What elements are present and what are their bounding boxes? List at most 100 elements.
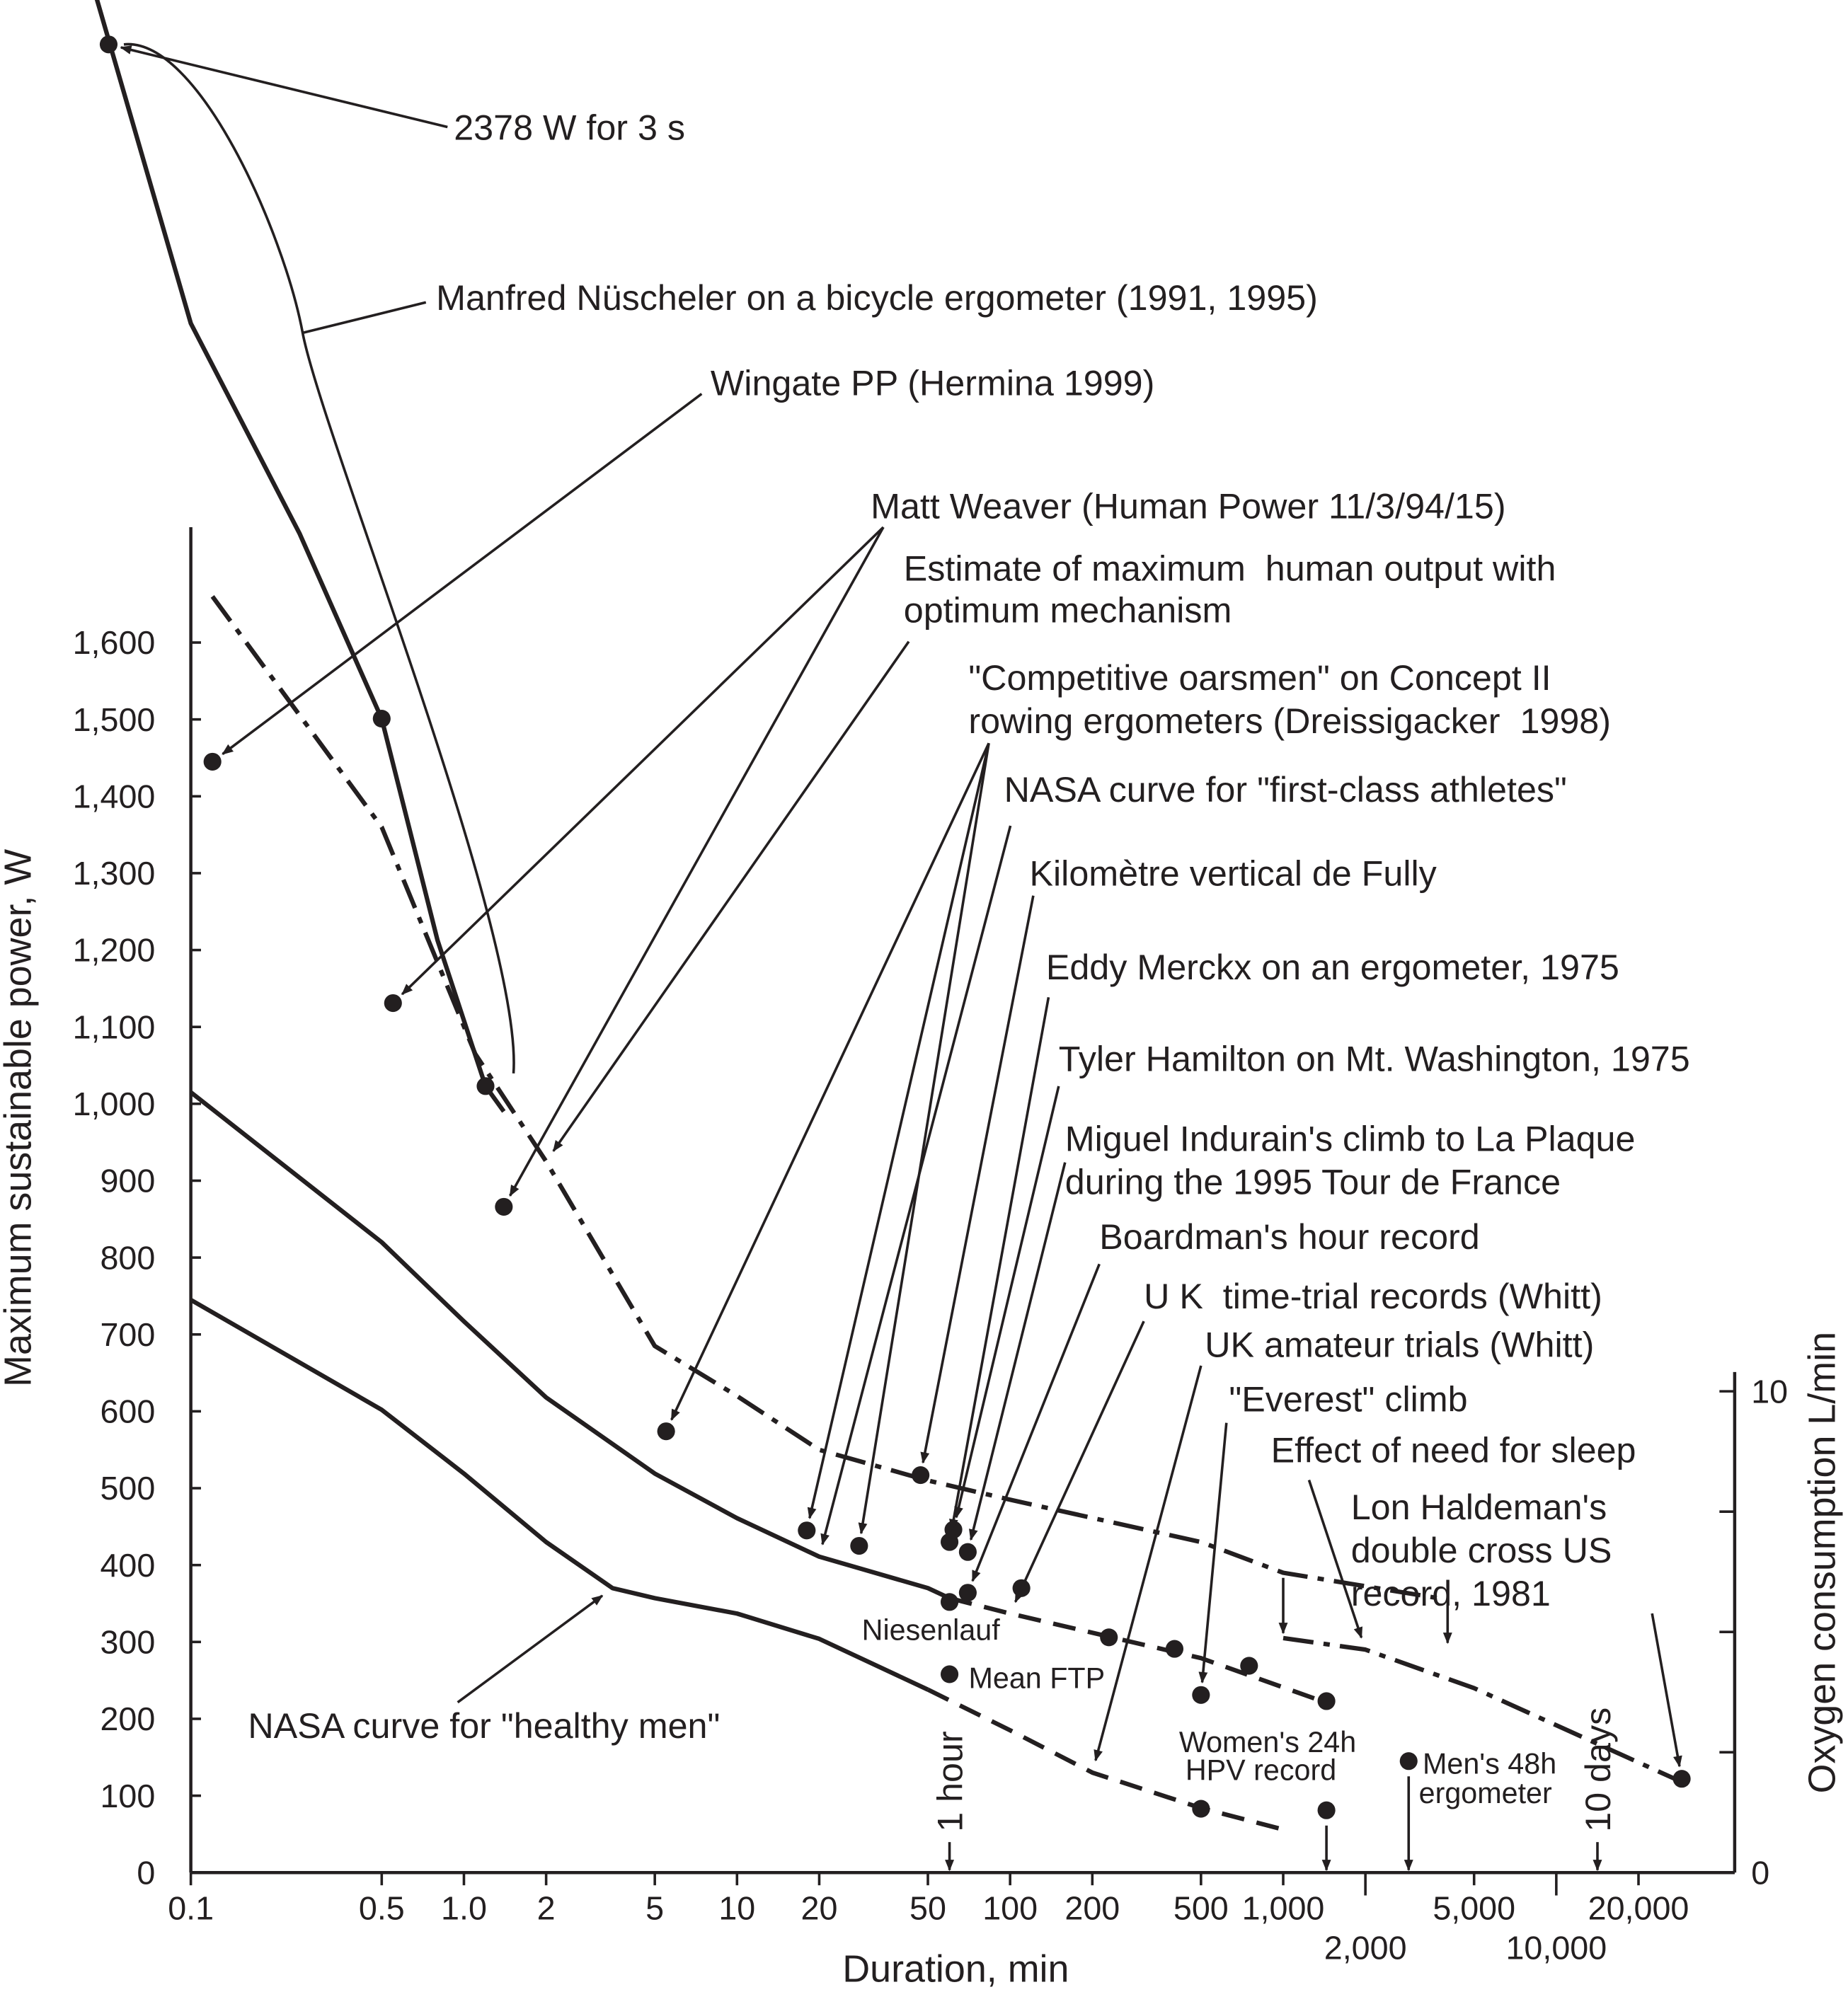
- brace-leader: [302, 301, 427, 335]
- annotation: optimum mechanism: [904, 591, 1232, 631]
- arrow: [858, 742, 990, 1535]
- data-point: [384, 994, 402, 1013]
- y-tick-label: 1,300: [73, 855, 156, 892]
- y2-axis-title: Oxygen consumption L/min: [1801, 1332, 1844, 1793]
- x-tick-label: 10,000: [1505, 1929, 1607, 1966]
- y-tick-label: 1,200: [73, 932, 156, 969]
- annotation: 10 days: [1578, 1708, 1618, 1832]
- data-point: [1192, 1686, 1210, 1704]
- x-tick-label: 5: [645, 1890, 664, 1927]
- x-tick-label: 50: [909, 1890, 946, 1927]
- brace: [123, 42, 515, 1074]
- arrow: [509, 526, 885, 1197]
- annotation: Effect of need for sleep: [1271, 1430, 1636, 1470]
- annotation: "Competitive oarsmen" on Concept II: [968, 658, 1551, 698]
- y-axis-title: Maximum sustainable power, W: [0, 849, 39, 1387]
- x-tick-label: 100: [982, 1890, 1038, 1927]
- x-tick-label: 20: [801, 1890, 838, 1927]
- y-tick-label: 500: [100, 1470, 155, 1507]
- x-tick-label: 500: [1173, 1890, 1229, 1927]
- annotation: Boardman's hour record: [1099, 1217, 1480, 1257]
- annotation: 2378 W for 3 s: [454, 108, 685, 147]
- arrow: [457, 1594, 604, 1704]
- annotation: ergometer: [1419, 1777, 1552, 1809]
- data-point: [203, 752, 222, 771]
- data-point: [495, 1197, 513, 1216]
- data-point: [1100, 1628, 1118, 1647]
- x-tick-label: 5,000: [1433, 1890, 1515, 1927]
- annotation: NASA curve for "healthy men": [248, 1706, 720, 1746]
- annotation: Miguel Indurain's climb to La Plaque: [1065, 1119, 1636, 1159]
- annotation: Lon Haldeman's: [1351, 1487, 1607, 1527]
- y-tick-label: 1,100: [73, 1008, 156, 1045]
- x-tick-label: 200: [1064, 1890, 1120, 1927]
- arrow: [552, 640, 910, 1152]
- data-point: [958, 1543, 977, 1561]
- arrow: [670, 742, 990, 1421]
- data-point: [958, 1584, 977, 1602]
- annotation: U K time-trial records (Whitt): [1144, 1277, 1602, 1316]
- data-point: [657, 1422, 675, 1441]
- arrow: [949, 996, 1050, 1531]
- annotation: Eddy Merckx on an ergometer, 1975: [1046, 948, 1619, 987]
- annotation: Mean FTP: [968, 1662, 1105, 1695]
- data-point: [1165, 1640, 1184, 1658]
- arrow: [954, 1086, 1060, 1519]
- data-point: [1317, 1801, 1336, 1819]
- data-point: [476, 1077, 495, 1095]
- x-tick-label: 0.1: [168, 1890, 214, 1927]
- annotation: Niesenlauf: [862, 1614, 1001, 1647]
- y-tick-label: 700: [100, 1316, 155, 1353]
- data-point: [1192, 1800, 1210, 1818]
- annotation: Tyler Hamilton on Mt. Washington, 1975: [1059, 1039, 1690, 1078]
- y-tick-label: 400: [100, 1547, 155, 1584]
- annotation: Matt Weaver (Human Power 11/3/94/15): [871, 486, 1505, 526]
- annotation: record, 1981: [1351, 1574, 1551, 1613]
- arrow: [401, 526, 885, 996]
- arrow: [222, 393, 703, 756]
- y-tick-label: 1,600: [73, 624, 156, 661]
- annotation: Women's 24h: [1179, 1726, 1356, 1758]
- y-tick-label: 800: [100, 1239, 155, 1276]
- x-axis-title: Duration, min: [842, 1948, 1069, 1991]
- x-tick-label: 2,000: [1324, 1929, 1407, 1966]
- x-tick-label: 2: [537, 1890, 556, 1927]
- arrow: [971, 1263, 1101, 1582]
- annotation: NASA curve for "first-class athletes": [1004, 770, 1567, 810]
- curve: [94, 0, 506, 1113]
- arrow: [1651, 1613, 1682, 1768]
- annotation: HPV record: [1186, 1754, 1336, 1786]
- x-tick-label: 1.0: [441, 1890, 487, 1927]
- annotation: Men's 48h: [1423, 1748, 1556, 1780]
- y-tick-label: 600: [100, 1393, 155, 1430]
- data-point: [798, 1521, 816, 1540]
- arrow: [1198, 1422, 1228, 1684]
- x-tick-label: 0.5: [359, 1890, 405, 1927]
- data-point: [372, 709, 391, 728]
- arrow: [120, 45, 448, 129]
- arrow: [1307, 1479, 1363, 1639]
- arrow: [807, 742, 990, 1519]
- annotation: "Everest" climb: [1229, 1380, 1467, 1420]
- curve: [210, 595, 1448, 1602]
- data-point: [940, 1665, 959, 1683]
- data-point: [1317, 1692, 1336, 1710]
- y2-tick-label: 0: [1751, 1854, 1769, 1891]
- annotation: during the 1995 Tour de France: [1065, 1163, 1561, 1202]
- y2-tick-label: 10: [1751, 1373, 1788, 1410]
- curve: [190, 1298, 929, 1692]
- y-tick-label: 1,500: [73, 701, 156, 738]
- y-tick-label: 0: [137, 1854, 155, 1891]
- data-point: [99, 35, 118, 54]
- y-tick-label: 900: [100, 1163, 155, 1199]
- x-tick-label: 20,000: [1588, 1890, 1689, 1927]
- y-tick-label: 1,400: [73, 778, 156, 814]
- x-tick-label: 1,000: [1242, 1890, 1325, 1927]
- data-point: [850, 1536, 868, 1555]
- y-tick-label: 200: [100, 1700, 155, 1737]
- data-point: [1399, 1752, 1418, 1771]
- annotation: Estimate of maximum human output with: [904, 548, 1556, 588]
- annotation: UK amateur trials (Whitt): [1205, 1325, 1594, 1364]
- arrow: [968, 1162, 1067, 1541]
